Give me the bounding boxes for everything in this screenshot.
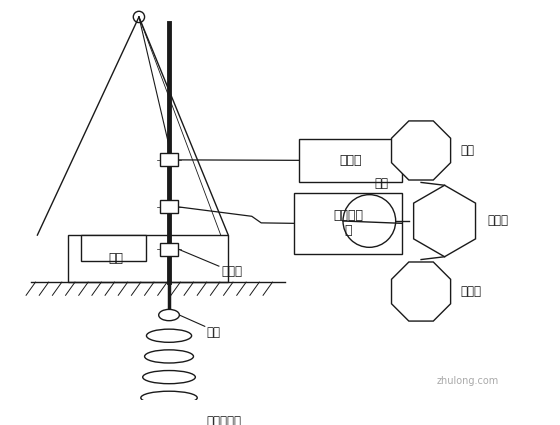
Text: 搅拌机: 搅拌机 (488, 215, 509, 227)
Text: 水箱: 水箱 (460, 144, 474, 157)
Text: 喷头: 喷头 (207, 326, 221, 339)
Bar (68, 235, 228, 282)
Bar (160, 153, 179, 167)
Bar (299, 139, 402, 181)
Ellipse shape (141, 391, 197, 404)
Text: 空压机: 空压机 (339, 154, 362, 167)
Polygon shape (391, 262, 451, 321)
Text: 注浆管: 注浆管 (222, 265, 242, 278)
Text: 钻机: 钻机 (108, 252, 123, 265)
Text: 旋喷固结体: 旋喷固结体 (207, 415, 242, 425)
Ellipse shape (144, 350, 194, 363)
Ellipse shape (139, 412, 199, 425)
Ellipse shape (143, 371, 195, 384)
Bar (160, 243, 179, 256)
Bar (294, 193, 402, 254)
Text: 浆桶: 浆桶 (374, 177, 388, 190)
Ellipse shape (158, 309, 179, 321)
Text: zhulong.com: zhulong.com (437, 376, 499, 386)
Text: 高压泥浆
泵: 高压泥浆 泵 (333, 210, 363, 237)
Text: 水泥仓: 水泥仓 (460, 285, 482, 298)
Bar (160, 200, 179, 213)
Polygon shape (414, 185, 475, 257)
Bar (81, 235, 147, 261)
Ellipse shape (147, 329, 192, 342)
Polygon shape (391, 121, 451, 180)
